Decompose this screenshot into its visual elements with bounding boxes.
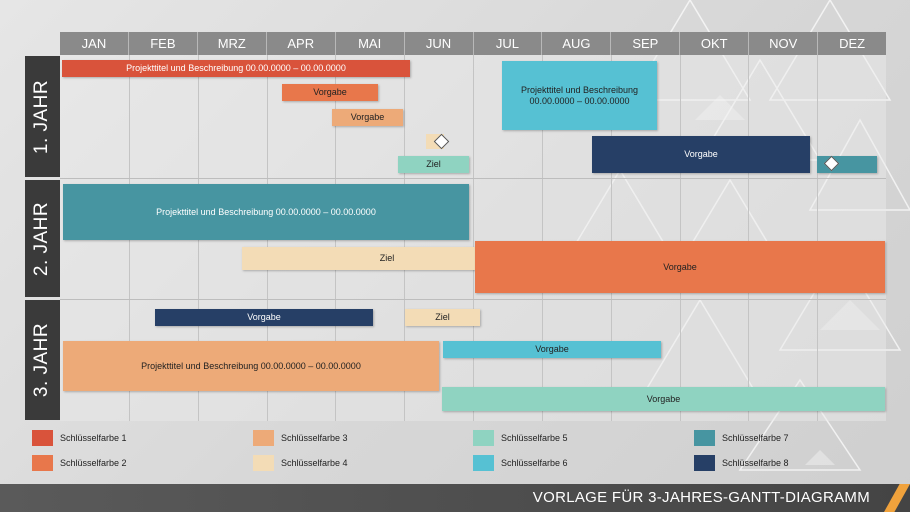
year-divider <box>60 178 886 179</box>
bar-label: Projekttitel und Beschreibung 00.00.0000… <box>141 360 361 371</box>
bar-label: Vorgabe <box>313 87 347 97</box>
bar-label: Ziel <box>379 253 395 263</box>
bar-label: Ziel <box>435 312 450 322</box>
bar-y3-vorgabe-jul2[interactable]: Vorgabe <box>442 387 885 411</box>
bar-y3-ziel[interactable]: Ziel <box>405 309 480 326</box>
bar-label: Vorgabe <box>350 112 385 122</box>
month-mrz: MRZ <box>198 32 267 55</box>
bar-label: Vorgabe <box>684 149 718 159</box>
bar-y2-project[interactable]: Projekttitel und Beschreibung 00.00.0000… <box>63 184 469 240</box>
legend-swatch <box>32 430 53 446</box>
legend-item-8: Schlüsselfarbe 8 <box>694 455 789 471</box>
year-label-2: 2. JAHR <box>25 180 60 297</box>
grid-line <box>541 55 543 421</box>
bar-label: Vorgabe <box>247 312 281 322</box>
legend-label: Schlüsselfarbe 5 <box>501 433 568 443</box>
legend-swatch <box>253 455 274 471</box>
grid-line <box>817 55 819 421</box>
grid-line <box>748 55 750 421</box>
month-nov: NOV <box>749 32 819 55</box>
bar-y1-ziel[interactable]: Ziel <box>398 156 469 173</box>
month-jun: JUN <box>405 32 474 55</box>
legend-item-1: Schlüsselfarbe 1 <box>32 430 127 446</box>
bar-y1-vorgabe-okt[interactable]: Vorgabe <box>592 136 810 173</box>
bar-y1-project-jul[interactable]: Projekttitel und Beschreibung 00.00.0000… <box>502 61 657 130</box>
bar-label: Vorgabe <box>535 344 569 354</box>
year-divider <box>60 299 886 300</box>
bar-y3-project[interactable]: Projekttitel und Beschreibung 00.00.0000… <box>63 341 439 391</box>
year-label-text: 3. JAHR <box>31 322 53 398</box>
grid-line <box>610 55 612 421</box>
bar-y2-vorgabe[interactable]: Vorgabe <box>475 241 885 293</box>
month-apr: APR <box>267 32 336 55</box>
legend-item-2: Schlüsselfarbe 2 <box>32 455 127 471</box>
legend-swatch <box>32 455 53 471</box>
year-label-text: 1. JAHR <box>31 79 53 154</box>
footer-title: VORLAGE FÜR 3-JAHRES-GANTT-DIAGRAMM <box>532 489 870 506</box>
bar-label: 00.00.0000 – 00.00.0000 <box>529 95 630 106</box>
bar-label: Ziel <box>426 159 441 169</box>
legend-swatch <box>694 455 715 471</box>
bar-label: Projekttitel und Beschreibung 00.00.0000… <box>156 206 376 217</box>
accent-stripe <box>884 484 910 512</box>
legend-swatch <box>253 430 274 446</box>
legend-label: Schlüsselfarbe 8 <box>722 458 789 468</box>
bar-label: Projekttitel und Beschreibung 00.00.0000… <box>126 63 346 73</box>
bar-y2-ziel[interactable]: Ziel <box>242 247 532 270</box>
legend-label: Schlüsselfarbe 6 <box>501 458 568 468</box>
bar-y1-vorgabe-apr[interactable]: Vorgabe <box>282 84 378 101</box>
legend-label: Schlüsselfarbe 4 <box>281 458 348 468</box>
bar-y3-vorgabe-feb[interactable]: Vorgabe <box>155 309 373 326</box>
month-jan: JAN <box>60 32 129 55</box>
bar-y3-vorgabe-jul[interactable]: Vorgabe <box>443 341 661 358</box>
legend-label: Schlüsselfarbe 3 <box>281 433 348 443</box>
bar-label: Projekttitel und Beschreibung <box>520 84 639 95</box>
footer-bar: VORLAGE FÜR 3-JAHRES-GANTT-DIAGRAMM <box>0 484 910 512</box>
bar-y1-vorgabe-mai[interactable]: Vorgabe <box>332 109 403 126</box>
month-dez: DEZ <box>839 36 866 51</box>
month-sep: SEP <box>611 32 681 55</box>
month-mai: MAI <box>336 32 405 55</box>
legend-item-4: Schlüsselfarbe 4 <box>253 455 348 471</box>
month-aug: AUG <box>542 32 612 55</box>
legend-item-7: Schlüsselfarbe 7 <box>694 430 789 446</box>
legend-item-5: Schlüsselfarbe 5 <box>473 430 568 446</box>
month-feb: FEB <box>129 32 198 55</box>
legend-label: Schlüsselfarbe 7 <box>722 433 789 443</box>
bar-y1-project[interactable]: Projekttitel und Beschreibung 00.00.0000… <box>62 60 410 77</box>
year-label-3: 3. JAHR <box>25 300 60 420</box>
year-label-text: 2. JAHR <box>31 201 53 276</box>
year-label-1: 1. JAHR <box>25 56 60 177</box>
grid-line <box>473 55 474 421</box>
grid-line <box>679 55 681 421</box>
bar-label: Vorgabe <box>663 261 697 272</box>
bar-label: Vorgabe <box>646 393 681 404</box>
legend-swatch <box>473 430 494 446</box>
month-okt: OKT <box>680 32 750 55</box>
legend-label: Schlüsselfarbe 1 <box>60 433 127 443</box>
legend-swatch <box>473 455 494 471</box>
month-jul: JUL <box>474 32 543 55</box>
legend-item-3: Schlüsselfarbe 3 <box>253 430 348 446</box>
legend-swatch <box>694 430 715 446</box>
legend-item-6: Schlüsselfarbe 6 <box>473 455 568 471</box>
legend-label: Schlüsselfarbe 2 <box>60 458 127 468</box>
month-header: JAN FEB MRZ APR MAI JUN JUL AUG SEP OKT … <box>60 32 886 55</box>
